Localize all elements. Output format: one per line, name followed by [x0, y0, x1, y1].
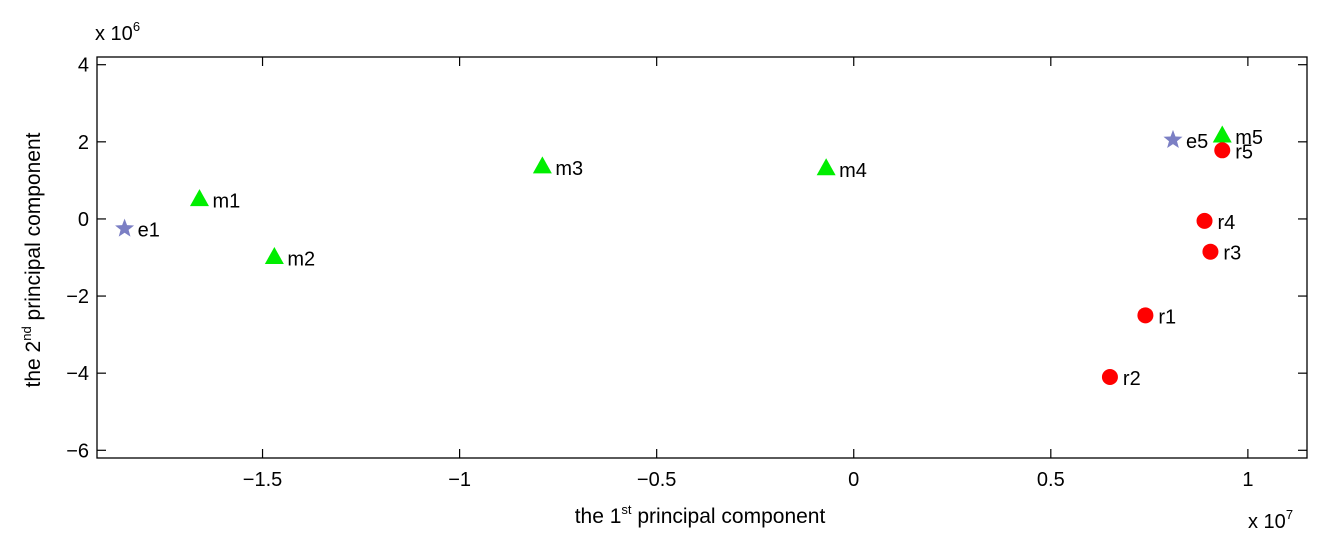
- x-tick-label: 0: [848, 469, 859, 491]
- point-marker-r3: [1202, 243, 1219, 260]
- point-marker-r4: [1196, 212, 1213, 229]
- y-tick-label: −4: [66, 363, 89, 385]
- y-tick-label: −2: [66, 286, 89, 308]
- point-marker-m4: [816, 158, 836, 176]
- x-tick-label: −0.5: [637, 469, 676, 491]
- x-tick-label: −1: [448, 469, 471, 491]
- point-marker-e1: [115, 218, 135, 237]
- data-points: e1 e5 m1 m2 m3 m4 m5 r1 r2 r3 r4 r5: [115, 125, 1263, 390]
- plot-frame: [96, 56, 1308, 459]
- point-label-r2: r2: [1123, 368, 1141, 390]
- y-tick-label: 4: [78, 55, 89, 77]
- y-axis-label: the 2nd principal component: [19, 132, 45, 387]
- y-tick-label: 2: [78, 132, 89, 154]
- point-label-e1: e1: [138, 220, 160, 242]
- point-label-m4: m4: [839, 160, 867, 182]
- point-label-r5: r5: [1235, 141, 1253, 163]
- point-marker-e5: [1163, 129, 1183, 148]
- point-label-r1: r1: [1158, 306, 1176, 328]
- point-label-m2: m2: [287, 249, 315, 271]
- point-marker-m5: [1212, 125, 1232, 143]
- point-label-e5: e5: [1186, 131, 1208, 153]
- x-tick-label: 1: [1242, 469, 1253, 491]
- point-marker-m2: [264, 246, 284, 264]
- plot-area: [96, 56, 1308, 459]
- point-label-r4: r4: [1218, 212, 1236, 234]
- point-label-m5: m5: [1235, 127, 1263, 149]
- point-marker-r1: [1137, 307, 1154, 324]
- y-multiplier-label: x 106: [95, 19, 140, 45]
- point-marker-r5: [1214, 142, 1231, 159]
- point-label-m1: m1: [212, 191, 240, 213]
- x-multiplier-label: x 107: [1248, 507, 1293, 533]
- point-marker-r2: [1101, 369, 1118, 386]
- point-label-m3: m3: [555, 158, 583, 180]
- y-tick-label: 0: [78, 209, 89, 231]
- point-marker-m1: [189, 189, 209, 207]
- point-marker-m3: [532, 156, 552, 174]
- point-label-r3: r3: [1223, 243, 1241, 265]
- y-tick-label: −6: [66, 440, 89, 462]
- axis-ticks: −1.5 −1 −0.5 0 0.5 1 −6 −4 −2 0 2 4: [66, 55, 1307, 491]
- x-axis-label: the 1st principal component: [575, 502, 826, 528]
- x-tick-label: −1.5: [243, 469, 282, 491]
- x-tick-label: 0.5: [1037, 469, 1065, 491]
